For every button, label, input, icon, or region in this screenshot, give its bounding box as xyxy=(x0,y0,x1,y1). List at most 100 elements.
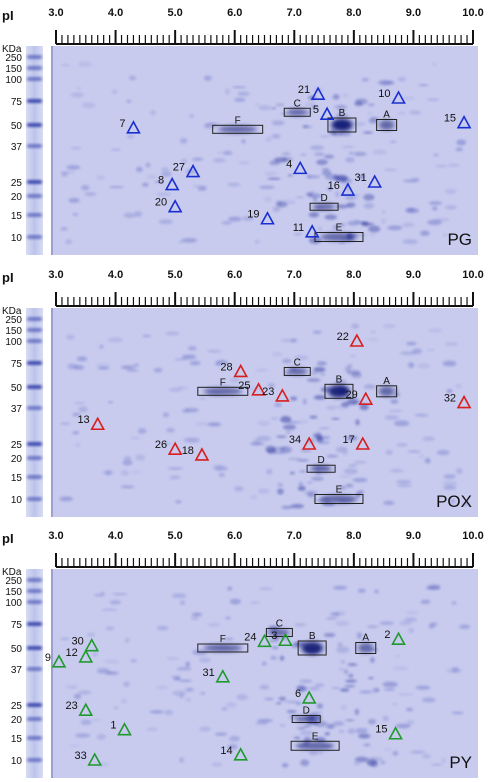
gel-spot xyxy=(347,369,361,376)
gel-spot xyxy=(70,92,84,98)
gel-spot xyxy=(408,207,416,212)
gel-spot xyxy=(359,403,369,411)
cluster-label-d: D xyxy=(320,193,327,204)
gel-spot xyxy=(227,743,238,750)
gel-spot xyxy=(189,114,195,118)
gel-spot xyxy=(203,75,212,81)
gel-spot xyxy=(347,220,360,226)
gel-spot xyxy=(296,726,306,730)
gel-spot xyxy=(230,377,240,383)
gel-spot xyxy=(367,718,377,725)
gel-spot xyxy=(327,187,333,191)
cluster-box-a xyxy=(376,119,398,131)
gel-spot xyxy=(338,667,344,670)
gel-spot xyxy=(78,690,92,695)
gel-spot xyxy=(277,483,284,487)
gel-spot xyxy=(249,442,265,446)
ph-axis-label: pI xyxy=(2,531,14,546)
ph-tick-label: 4.0 xyxy=(108,269,123,281)
gel-spot xyxy=(130,659,137,663)
gel-spot xyxy=(312,330,322,334)
ph-tick-label: 5.0 xyxy=(167,269,182,281)
gel-spot xyxy=(318,427,331,430)
gel-spot xyxy=(173,676,181,681)
gel-spot xyxy=(348,151,354,155)
gel-spot xyxy=(171,593,187,599)
gel-spot xyxy=(456,139,467,146)
spot-number-label: 11 xyxy=(293,222,304,234)
gel-spot xyxy=(331,417,340,420)
gel-spot xyxy=(105,626,115,630)
cluster-label-d: D xyxy=(317,455,324,466)
gel-spot xyxy=(76,356,88,362)
spot-number-label: 14 xyxy=(220,745,232,757)
gel-spot xyxy=(353,761,361,766)
spot-number-label: 23 xyxy=(262,386,274,398)
marker-value: 10 xyxy=(11,756,23,767)
gel-spot xyxy=(415,685,431,690)
marker-band xyxy=(27,717,42,721)
gel-spot xyxy=(206,349,222,353)
marker-band xyxy=(27,361,42,365)
gel-spot xyxy=(216,151,223,154)
panel-label-pox: POX xyxy=(436,492,472,511)
gel-spot xyxy=(200,691,206,695)
ph-tick-label: 9.0 xyxy=(406,269,421,281)
gel-spot xyxy=(451,667,460,673)
gel-spot xyxy=(172,690,187,696)
gel-spot xyxy=(179,679,192,682)
spot-marker-triangle xyxy=(84,638,100,652)
gel-spot xyxy=(297,485,306,491)
gel-spot xyxy=(242,216,254,221)
spot-number-label: 25 xyxy=(238,380,250,392)
panel-label-py: PY xyxy=(449,753,472,772)
gel-spot xyxy=(339,242,346,245)
spot-marker-triangle xyxy=(358,391,374,405)
protein-spot-cluster xyxy=(378,386,395,397)
gel-spot xyxy=(97,667,110,672)
marker-band xyxy=(27,600,42,604)
marker-band xyxy=(27,578,42,582)
gel-spot xyxy=(282,152,291,156)
marker-value: 50 xyxy=(11,121,23,132)
gel-spot xyxy=(349,354,357,358)
spot-marker-triangle xyxy=(301,690,317,704)
gel-spot xyxy=(310,371,318,375)
gel-spot xyxy=(78,406,88,413)
marker-band xyxy=(27,55,42,59)
gel-spot xyxy=(130,436,140,440)
spot-number-label: 28 xyxy=(220,361,232,373)
gel-spot xyxy=(270,417,279,420)
gel-spot xyxy=(362,222,374,227)
gel-spot xyxy=(259,185,275,190)
ph-tick-label: 7.0 xyxy=(287,269,302,281)
gel-spot xyxy=(419,454,424,459)
spot-marker-triangle xyxy=(117,722,132,736)
gel-spot xyxy=(135,166,143,173)
gel-spot xyxy=(397,693,414,696)
gel-spot xyxy=(380,218,387,224)
gel-spot xyxy=(178,386,189,390)
gel-spot xyxy=(363,202,375,209)
marker-value: 25 xyxy=(11,178,23,189)
gel-spot xyxy=(405,707,414,712)
gel-spot xyxy=(417,363,431,369)
gel-spot xyxy=(270,656,277,660)
gel-spot xyxy=(394,420,410,427)
gel-spot xyxy=(185,698,191,702)
gel-spot xyxy=(65,239,72,245)
marker-lane xyxy=(26,46,43,255)
gel-spot xyxy=(86,632,96,637)
marker-band xyxy=(27,758,42,762)
gel-spot xyxy=(442,480,458,487)
gel-spot xyxy=(294,623,307,627)
gel-spot xyxy=(402,239,418,245)
gel-spot xyxy=(384,688,396,691)
marker-band xyxy=(27,194,42,198)
gel-spot xyxy=(268,639,279,643)
gel-spot xyxy=(340,660,345,664)
protein-spot-cluster xyxy=(328,384,350,398)
gel-spot xyxy=(299,679,313,684)
gel-spot xyxy=(408,362,415,368)
